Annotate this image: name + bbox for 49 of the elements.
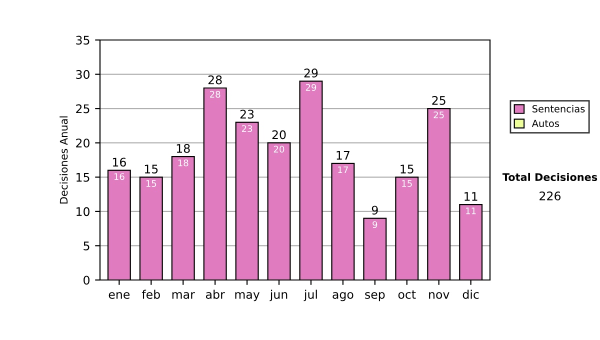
total-label: 11 bbox=[464, 192, 478, 201]
y-tick-label: 0 bbox=[84, 276, 90, 285]
total-label: 15 bbox=[144, 164, 158, 174]
x-tick-label: may bbox=[235, 292, 260, 302]
total-label: 20 bbox=[272, 130, 286, 140]
x-tick-label: feb bbox=[142, 290, 160, 299]
data-label: 15 bbox=[402, 180, 412, 187]
total-label: 18 bbox=[176, 144, 190, 153]
total-label: 29 bbox=[304, 68, 318, 78]
x-tick-label: jun bbox=[270, 290, 288, 302]
data-label: 11 bbox=[466, 208, 476, 214]
total-label: 23 bbox=[240, 110, 254, 119]
data-label: 17 bbox=[338, 166, 348, 174]
data-label: 20 bbox=[274, 146, 284, 153]
x-tick-label: nov bbox=[429, 292, 450, 299]
x-tick-label: oct bbox=[398, 290, 416, 299]
y-tick-label: 35 bbox=[76, 36, 90, 45]
x-tick-label: jul bbox=[304, 290, 317, 302]
data-label: 28 bbox=[210, 90, 220, 98]
y-tick-label: 20 bbox=[76, 138, 90, 148]
y-tick-label: 25 bbox=[76, 104, 90, 114]
data-label: 29 bbox=[306, 84, 316, 91]
y-tick-label: 15 bbox=[76, 173, 90, 182]
total-label: 15 bbox=[400, 164, 414, 174]
y-tick-label: 5 bbox=[84, 242, 90, 250]
y-tick-label: 10 bbox=[76, 207, 90, 216]
x-tick-label: ene bbox=[108, 292, 130, 299]
x-tick-label: abr bbox=[206, 290, 225, 299]
data-label: 9 bbox=[372, 221, 378, 228]
y-axis-title: Decisiones Anual bbox=[60, 116, 68, 204]
data-label: 25 bbox=[434, 111, 444, 118]
total-label: 25 bbox=[432, 96, 446, 105]
data-label: 16 bbox=[114, 173, 124, 180]
y-tick-label: 30 bbox=[76, 70, 90, 79]
total-label: 17 bbox=[336, 150, 350, 160]
total-label: 28 bbox=[208, 75, 222, 84]
x-tick-label: ago bbox=[332, 292, 354, 302]
text: 226 bbox=[540, 191, 561, 200]
total-label: 16 bbox=[112, 158, 126, 167]
total-label: 9 bbox=[372, 206, 378, 215]
x-tick-label: dic bbox=[462, 290, 479, 299]
data-label: 15 bbox=[146, 180, 156, 187]
x-tick-label: sep bbox=[365, 292, 385, 302]
x-tick-label: mar bbox=[172, 292, 195, 299]
legend-label: Autos bbox=[532, 120, 560, 128]
text: Total Decisiones bbox=[502, 172, 598, 182]
data-label: 23 bbox=[242, 125, 252, 132]
data-label: 18 bbox=[178, 159, 188, 166]
legend-label: Sentencias bbox=[532, 104, 585, 112]
